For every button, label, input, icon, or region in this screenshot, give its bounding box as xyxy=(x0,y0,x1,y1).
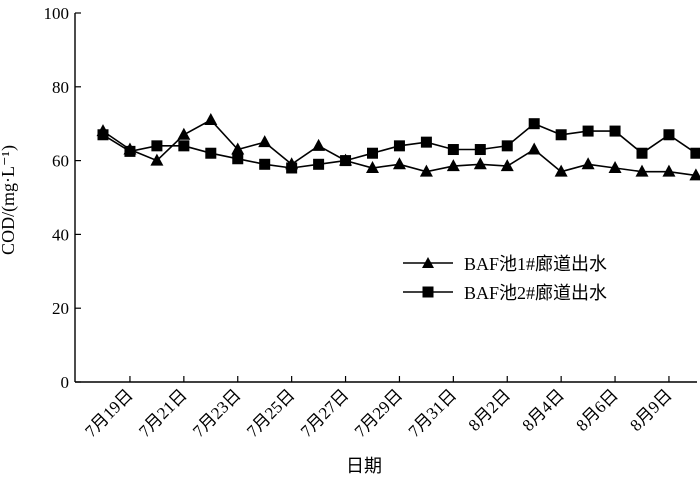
series-2-point xyxy=(420,136,432,148)
series-1-point xyxy=(150,153,164,166)
series-2-point xyxy=(474,144,486,156)
series-1-point xyxy=(312,138,326,151)
y-tick-label: 100 xyxy=(44,4,70,23)
series-1-point xyxy=(392,157,406,170)
series-1-point xyxy=(689,168,700,181)
series-2-point xyxy=(555,129,567,141)
series-2-point xyxy=(367,147,378,159)
series-2-point xyxy=(582,125,594,137)
x-axis-title: 日期 xyxy=(346,456,382,476)
series-2-point xyxy=(609,125,621,137)
x-tick-label: 7月29日 xyxy=(351,385,407,441)
series-2-point xyxy=(447,144,459,156)
series-1-point xyxy=(554,164,568,177)
legend-triangle-marker xyxy=(422,257,434,268)
x-tick-label: 8月4日 xyxy=(518,385,567,434)
series-1-point xyxy=(635,164,649,177)
series-1-point xyxy=(366,160,379,173)
y-tick-label: 20 xyxy=(52,299,69,318)
y-tick-label: 40 xyxy=(52,225,69,244)
legend: BAF池1#廊道出水 BAF池2#廊道出水 xyxy=(403,254,607,303)
series-2-point xyxy=(259,158,271,170)
series-1-point xyxy=(473,157,487,170)
series-1-point xyxy=(204,113,218,126)
series-1-point xyxy=(419,164,433,177)
y-tick-label: 60 xyxy=(52,152,69,171)
series-1-point xyxy=(258,135,272,148)
series-2-point xyxy=(528,118,540,130)
series-2-point xyxy=(124,145,136,157)
x-tick-label: 7月27日 xyxy=(297,385,353,441)
legend-label-series-1: BAF池1#廊道出水 xyxy=(464,254,607,274)
series-1-point xyxy=(177,127,191,140)
series-2-point xyxy=(313,158,325,170)
series-1-point xyxy=(581,157,595,170)
series-1-point xyxy=(231,142,245,155)
series-2-point xyxy=(151,140,163,152)
y-tick-label: 0 xyxy=(61,373,70,392)
series-2-point xyxy=(286,162,298,174)
x-tick-label: 7月31日 xyxy=(405,385,461,441)
series-1-point xyxy=(662,164,676,177)
series-1-point xyxy=(527,142,541,155)
y-tick-label: 80 xyxy=(52,78,69,97)
y-axis-title: COD/(mg·L⁻¹) xyxy=(0,145,19,255)
x-tick-label: 7月23日 xyxy=(189,385,245,441)
series-1-point xyxy=(500,159,514,172)
legend-label-series-2: BAF池2#廊道出水 xyxy=(464,283,607,303)
series-2-point xyxy=(232,153,244,165)
series-2-point xyxy=(690,147,700,159)
x-tick-label: 8月2日 xyxy=(465,385,514,434)
series-2 xyxy=(97,118,700,174)
x-tick-label: 7月25日 xyxy=(243,385,299,441)
series-2-point xyxy=(636,147,648,159)
legend-square-marker xyxy=(422,286,434,298)
series-2-point xyxy=(178,140,190,152)
series-2-point xyxy=(97,129,109,141)
series-2-point xyxy=(205,147,217,159)
series-layer xyxy=(96,113,700,181)
y-axis-ticks: 0 20 40 60 80 100 xyxy=(44,4,81,392)
series-2-point xyxy=(501,140,513,152)
series-1-point xyxy=(446,159,460,172)
x-tick-label: 7月21日 xyxy=(135,385,191,441)
series-2-point xyxy=(340,155,352,167)
x-tick-label: 8月9日 xyxy=(626,385,675,434)
x-tick-label: 8月6日 xyxy=(572,385,621,434)
axes xyxy=(74,13,697,383)
x-tick-label: 7月19日 xyxy=(81,385,137,441)
series-2-point xyxy=(393,140,405,152)
series-1-point xyxy=(608,160,622,173)
series-2-point xyxy=(663,129,675,141)
